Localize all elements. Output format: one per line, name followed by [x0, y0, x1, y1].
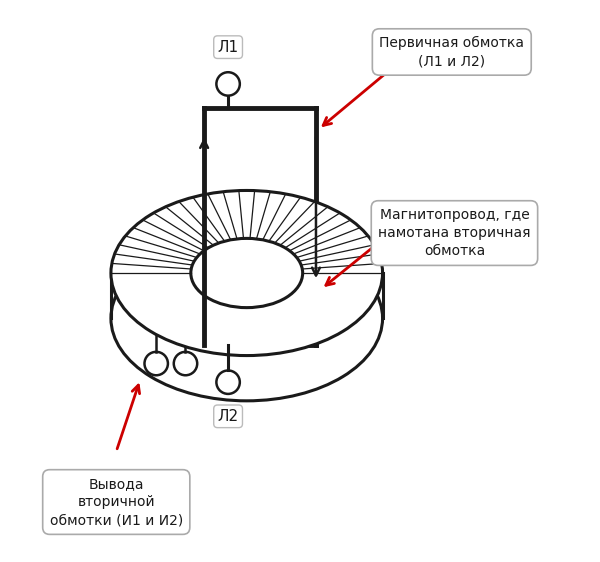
Text: Л2: Л2 — [218, 409, 239, 424]
Ellipse shape — [191, 238, 302, 307]
Text: Вывода
вторичной
обмотки (И1 и И2): Вывода вторичной обмотки (И1 и И2) — [50, 477, 183, 527]
Ellipse shape — [111, 191, 383, 356]
Text: Первичная обмотка
(Л1 и Л2): Первичная обмотка (Л1 и Л2) — [379, 36, 524, 68]
Text: Магнитопровод, где
намотана вторичная
обмотка: Магнитопровод, где намотана вторичная об… — [378, 208, 531, 259]
Text: Л1: Л1 — [218, 40, 239, 55]
